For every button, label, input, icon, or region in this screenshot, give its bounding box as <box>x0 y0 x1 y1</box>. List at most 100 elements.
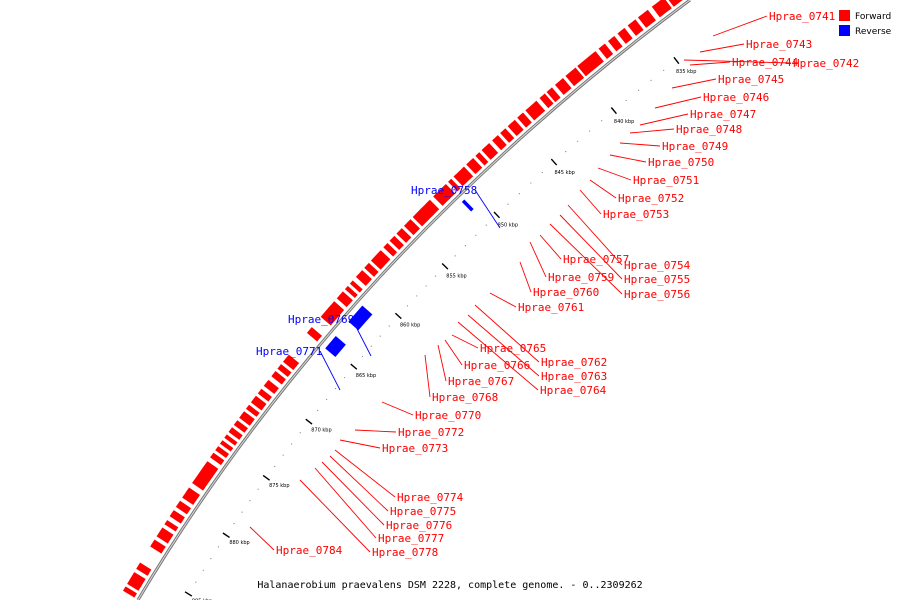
gene-label[interactable]: Hprae_0762 <box>541 356 607 369</box>
gene-label[interactable]: Hprae_0745 <box>718 73 784 86</box>
gene-label[interactable]: Hprae_0759 <box>548 271 614 284</box>
gene-label[interactable]: Hprae_0752 <box>618 192 684 205</box>
minor-tick <box>637 89 640 91</box>
forward-feature <box>135 561 153 577</box>
tick-label: 840 kbp <box>614 119 634 125</box>
gene-label[interactable]: Hprae_0774 <box>397 491 464 504</box>
forward-feature <box>270 370 287 386</box>
gene-label[interactable]: Hprae_0761 <box>518 301 584 314</box>
gene-label[interactable]: Hprae_0741 <box>769 10 835 23</box>
reverse-feature <box>324 335 347 358</box>
forward-feature <box>411 198 441 228</box>
leader-line <box>489 292 517 308</box>
forward-feature <box>227 426 244 441</box>
gene-label[interactable]: Hprae_0755 <box>624 273 690 286</box>
minor-tick <box>464 244 467 247</box>
forward-feature <box>191 460 220 492</box>
minor-tick <box>282 454 284 456</box>
gene-label[interactable]: Hprae_0746 <box>703 91 769 104</box>
gene-label[interactable]: Hprae_0777 <box>378 532 444 545</box>
gene-label[interactable]: Hprae_0750 <box>648 156 714 169</box>
gene-label[interactable]: Hprae_0768 <box>432 391 498 404</box>
forward-feature <box>524 99 547 122</box>
gene-label-layer: Hprae_0741 Hprae_0742 Hprae_0743 Hprae_0744… <box>256 10 859 559</box>
leader-line <box>699 43 745 53</box>
minor-tick <box>650 79 652 81</box>
tick-label: 855 kbp <box>446 273 466 279</box>
forward-feature <box>499 127 516 144</box>
minor-tick <box>434 275 437 277</box>
minor-tick <box>379 335 381 337</box>
gene-label[interactable]: Hprae_0773 <box>382 442 448 455</box>
gene-label[interactable]: Hprae_0778 <box>372 546 438 559</box>
leader-line <box>457 321 539 391</box>
leader-line <box>339 439 381 449</box>
gene-label[interactable]: Hprae_0751 <box>633 174 699 187</box>
minor-tick <box>518 193 520 195</box>
leader-line <box>619 142 661 147</box>
gene-label[interactable]: Hprae_0771 <box>256 345 322 358</box>
tick-label: 885 kbp <box>192 598 212 600</box>
forward-feature <box>223 433 239 447</box>
gene-label[interactable]: Hprae_0772 <box>398 426 464 439</box>
gene-label[interactable]: Hprae_0753 <box>603 208 669 221</box>
legend-forward-swatch <box>839 10 850 21</box>
gene-label[interactable]: Hprae_0744 <box>732 56 799 69</box>
gene-label[interactable]: Hprae_0784 <box>276 544 343 557</box>
tick-label: 870 kbp <box>311 428 331 434</box>
minor-tick <box>334 387 337 390</box>
minor-tick <box>210 557 212 560</box>
gene-label[interactable]: Hprae_0754 <box>624 259 691 272</box>
gene-label[interactable]: Hprae_0763 <box>541 370 607 383</box>
gene-label[interactable]: Hprae_0766 <box>464 359 530 372</box>
gene-label[interactable]: Hprae_0742 <box>793 57 859 70</box>
genome-backbone-highlight <box>137 0 691 600</box>
gene-label[interactable]: Hprae_0770 <box>415 409 481 422</box>
gene-label[interactable]: Hprae_0757 <box>563 253 629 266</box>
forward-feature <box>245 403 261 418</box>
major-tick <box>222 532 230 539</box>
forward-feature <box>564 66 585 88</box>
major-tick <box>394 312 402 320</box>
reverse-feature <box>460 198 475 213</box>
forward-feature <box>554 77 573 96</box>
forward-feature <box>256 387 273 403</box>
forward-feature <box>506 118 525 137</box>
minor-tick <box>291 443 293 445</box>
leader-line <box>314 467 377 539</box>
forward-feature <box>174 499 192 516</box>
gene-label[interactable]: Hprae_0765 <box>480 342 546 355</box>
gene-label[interactable]: Hprae_0748 <box>676 123 742 136</box>
minor-tick <box>589 130 591 132</box>
gene-label[interactable]: Hprae_0758 <box>411 184 477 197</box>
leader-line <box>683 59 792 64</box>
gene-label[interactable]: Hprae_0749 <box>662 140 728 153</box>
leader-line <box>519 261 532 293</box>
gene-label[interactable]: Hprae_0775 <box>390 505 456 518</box>
gene-label[interactable]: Hprae_0743 <box>746 38 812 51</box>
forward-feature <box>238 410 256 427</box>
leader-line <box>549 223 623 295</box>
gene-label[interactable]: Hprae_0760 <box>533 286 599 299</box>
forward-feature <box>348 279 364 294</box>
leader-line <box>579 189 602 215</box>
forward-feature <box>168 509 186 525</box>
minor-tick <box>454 255 456 257</box>
forward-feature <box>474 151 490 167</box>
gene-label[interactable]: Hprae_0747 <box>690 108 756 121</box>
gene-label[interactable]: Hprae_0767 <box>448 375 514 388</box>
leader-line <box>539 234 562 260</box>
tick-label: 880 kbp <box>229 540 249 546</box>
forward-feature <box>282 353 300 371</box>
gene-label[interactable]: Hprae_0756 <box>624 288 690 301</box>
gene-label[interactable]: Hprae_0776 <box>386 519 452 532</box>
minor-tick <box>361 355 364 358</box>
minor-tick <box>257 488 259 490</box>
forward-feature <box>395 227 413 244</box>
minor-tick <box>195 581 197 583</box>
minor-tick <box>344 376 346 379</box>
gene-label[interactable]: Hprae_0764 <box>540 384 607 397</box>
leader-line <box>629 128 675 134</box>
gene-label[interactable]: Hprae_0769 <box>288 313 354 326</box>
